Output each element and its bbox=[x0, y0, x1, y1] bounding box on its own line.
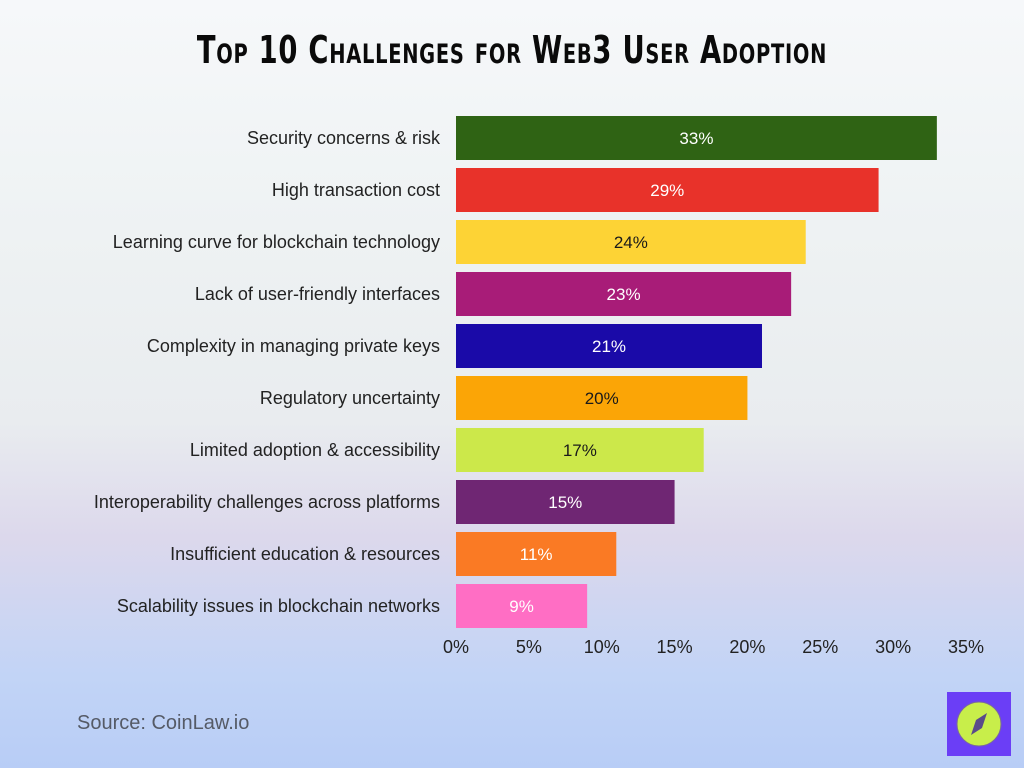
data-label: 15% bbox=[548, 493, 582, 512]
data-label: 29% bbox=[650, 181, 684, 200]
category-label: Complexity in managing private keys bbox=[147, 336, 440, 356]
data-label: 21% bbox=[592, 337, 626, 356]
x-tick-label: 10% bbox=[584, 637, 620, 657]
bar bbox=[456, 116, 937, 160]
bar bbox=[456, 220, 806, 264]
data-label: 20% bbox=[585, 389, 619, 408]
category-label: Security concerns & risk bbox=[247, 128, 441, 148]
data-label: 9% bbox=[509, 597, 534, 616]
x-tick-label: 15% bbox=[657, 637, 693, 657]
category-label: Regulatory uncertainty bbox=[260, 388, 440, 408]
bar bbox=[456, 584, 588, 628]
data-label: 23% bbox=[607, 285, 641, 304]
chart-title: Top 10 Challenges for Web3 User Adoption bbox=[196, 28, 828, 72]
x-tick-label: 35% bbox=[948, 637, 984, 657]
data-label: 17% bbox=[563, 441, 597, 460]
category-label: Limited adoption & accessibility bbox=[190, 440, 440, 460]
bar bbox=[456, 168, 879, 212]
bar bbox=[456, 376, 748, 420]
bar bbox=[456, 324, 762, 368]
x-tick-label: 30% bbox=[875, 637, 911, 657]
category-label: High transaction cost bbox=[272, 180, 440, 200]
data-label: 11% bbox=[520, 545, 553, 564]
category-label: Interoperability challenges across platf… bbox=[94, 492, 440, 512]
x-tick-label: 5% bbox=[516, 637, 542, 657]
category-label: Lack of user-friendly interfaces bbox=[195, 284, 440, 304]
logo bbox=[947, 692, 1011, 756]
x-tick-label: 0% bbox=[443, 637, 469, 657]
data-label: 33% bbox=[679, 129, 713, 148]
category-label: Scalability issues in blockchain network… bbox=[117, 596, 440, 616]
category-label: Insufficient education & resources bbox=[170, 544, 440, 564]
compass-icon bbox=[956, 701, 1002, 747]
bar bbox=[456, 532, 617, 576]
source-text: Source: CoinLaw.io bbox=[77, 712, 250, 734]
bar bbox=[456, 428, 704, 472]
bar bbox=[456, 272, 792, 316]
category-label: Learning curve for blockchain technology bbox=[113, 232, 440, 252]
x-tick-label: 25% bbox=[802, 637, 838, 657]
bar bbox=[456, 480, 675, 524]
data-label: 24% bbox=[614, 233, 648, 252]
x-tick-label: 20% bbox=[729, 637, 765, 657]
